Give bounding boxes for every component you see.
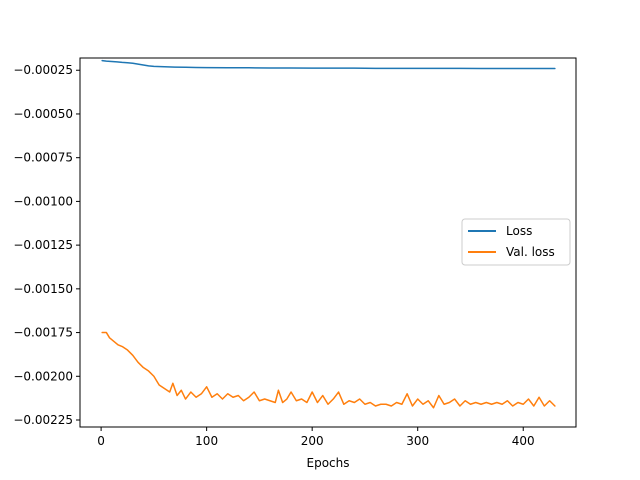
y-tick-label: −0.00125 <box>13 238 73 252</box>
series-line-0 <box>101 59 556 70</box>
y-tick-label: −0.00175 <box>13 326 73 340</box>
plot-lines <box>101 59 556 409</box>
y-tick-label: −0.00100 <box>13 194 73 208</box>
x-tick-label: 100 <box>195 434 218 448</box>
y-tick-label: −0.00025 <box>13 63 73 77</box>
x-axis-ticks: 0 100 200 300 400 <box>97 427 535 448</box>
y-tick-label: −0.00075 <box>13 151 73 165</box>
y-axis-ticks: −0.00025 −0.00050 −0.00075 −0.00100 −0.00125… <box>13 63 80 427</box>
x-tick-label: 200 <box>301 434 324 448</box>
series-line-1 <box>101 331 556 409</box>
x-axis-label: Epochs <box>307 456 350 470</box>
y-tick-label: −0.00150 <box>13 282 73 296</box>
x-tick-label: 300 <box>406 434 429 448</box>
legend: Loss Val. loss <box>461 218 571 266</box>
legend-label-0: Loss <box>506 224 532 238</box>
plot-frame <box>79 57 577 428</box>
legend-label-1: Val. loss <box>506 245 555 259</box>
x-tick-label: 400 <box>512 434 535 448</box>
x-tick-label: 0 <box>97 434 105 448</box>
y-tick-label: −0.00200 <box>13 369 73 383</box>
y-tick-label: −0.00050 <box>13 107 73 121</box>
y-tick-label: −0.00225 <box>13 413 73 427</box>
